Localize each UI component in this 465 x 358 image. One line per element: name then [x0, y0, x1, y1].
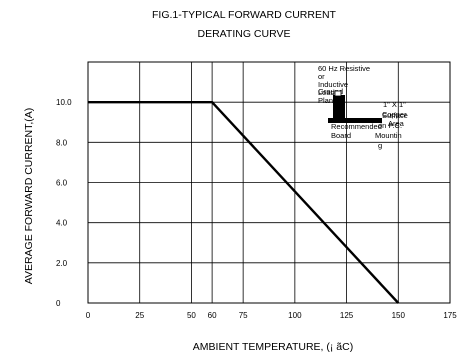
mounting-line-1: Mountin — [375, 131, 402, 140]
series-line-0 — [88, 100, 400, 304]
chart-title: FIG.1-TYPICAL FORWARD CURRENT DERATING C… — [152, 9, 337, 40]
mount-line-5: on P.C. — [378, 121, 402, 130]
inset-line-2: or — [318, 72, 325, 81]
inset-line-1: 60 Hz Resistive — [318, 64, 370, 73]
mount-line-3: Surface — [382, 111, 408, 120]
x-tick-label-7: 150 — [392, 311, 406, 320]
mounting-inset: 60 Hz Resistive or Inductive Load Ground… — [318, 64, 408, 150]
x-tick-label-8: 175 — [443, 311, 457, 320]
x-tick-labels: 0 25 50 60 75 100 125 150 175 — [86, 311, 457, 320]
x-axis-label: AMBIENT TEMPERATURE, (¡ ãC) — [193, 341, 353, 353]
component-block — [333, 95, 345, 119]
x-tick-label-0: 0 — [86, 311, 91, 320]
plot-frame — [87, 61, 451, 304]
board-line-1: Recommended — [331, 122, 382, 131]
chart-title-line-1: FIG.1-TYPICAL FORWARD CURRENT — [152, 9, 337, 21]
y-tick-label-4: 8.0 — [56, 138, 68, 147]
x-tick-label-1: 25 — [135, 311, 144, 320]
x-tick-label-5: 100 — [288, 311, 302, 320]
mount-line-2: Copper — [382, 110, 407, 119]
x-tick-label-3: 60 — [208, 311, 217, 320]
series-group — [88, 100, 400, 304]
x-tick-label-2: 50 — [187, 311, 196, 320]
inset-line-4: Load — [318, 88, 335, 97]
ground-line-2: Plane — [318, 96, 337, 105]
component-lead — [334, 90, 342, 97]
x-tick-label-4: 75 — [239, 311, 248, 320]
y-tick-labels: 0 2.0 4.0 6.0 8.0 10.0 — [56, 98, 72, 308]
inset-line-3: Inductive — [318, 80, 348, 89]
board-line-2: Board — [331, 131, 351, 140]
ground-line-1: Ground — [318, 87, 343, 96]
mount-line-4: Area — [388, 119, 405, 128]
y-tick-label-5: 10.0 — [56, 98, 72, 107]
chart-title-line-2: DERATING CURVE — [198, 28, 291, 40]
y-tick-label-2: 4.0 — [56, 219, 68, 228]
y-tick-label-0: 0 — [56, 299, 61, 308]
grid-lines — [88, 62, 450, 303]
mount-line-1: 1" X 1" — [383, 100, 406, 109]
mounting-line-2: g — [378, 141, 382, 150]
copper-pad — [328, 118, 382, 123]
y-tick-label-1: 2.0 — [56, 259, 68, 268]
y-axis-label: AVERAGE FORWARD CURRENT,(A) — [23, 108, 35, 285]
y-tick-label-3: 6.0 — [56, 179, 68, 188]
x-tick-label-6: 125 — [340, 311, 354, 320]
